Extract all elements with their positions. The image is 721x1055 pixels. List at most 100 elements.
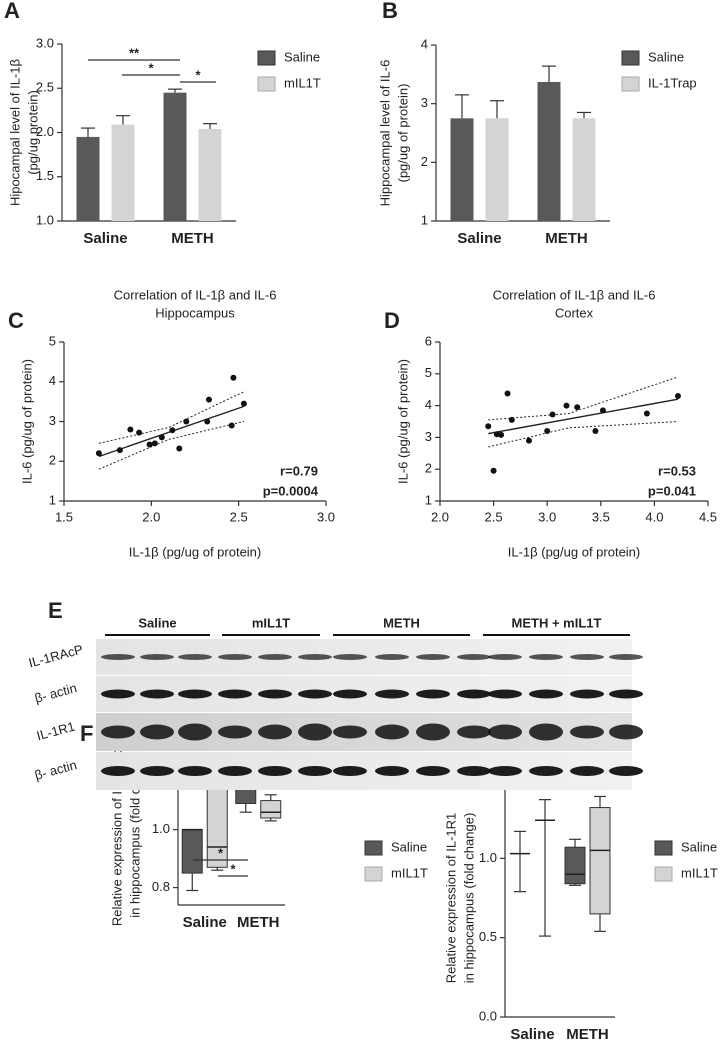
blot-band	[570, 766, 604, 776]
x-tick-label: Saline	[457, 230, 501, 247]
lane-group-label: mIL1T	[252, 615, 290, 630]
point	[169, 427, 176, 434]
point	[592, 428, 599, 435]
panel-letter: A	[4, 0, 20, 23]
x-tick-label: Saline	[510, 1026, 554, 1043]
x-tick-label: 3.0	[317, 509, 335, 524]
blot-band	[333, 654, 367, 660]
blot-band	[609, 724, 643, 740]
blot-band	[298, 654, 332, 660]
box	[589, 807, 611, 915]
legend-swatch	[364, 866, 383, 882]
blot-row-label: β- actin	[33, 680, 78, 706]
point	[563, 402, 570, 409]
blot-band	[457, 654, 491, 660]
blot-band	[416, 766, 450, 776]
x-axis-label: IL-1β (pg/ug of protein)	[129, 544, 262, 559]
legend-label: Saline	[284, 49, 320, 64]
point	[230, 374, 237, 381]
y-tick-label: 0.5	[479, 929, 497, 944]
legend-label: mIL1T	[391, 865, 428, 880]
x-tick-label: Saline	[83, 230, 127, 247]
chart-title: Correlation of IL-1β and IL-6	[493, 287, 656, 302]
y-tick-label: 4	[421, 36, 428, 51]
point	[643, 410, 650, 417]
bar	[111, 124, 135, 221]
blot-band	[140, 689, 174, 699]
y-tick-label: 4	[425, 397, 432, 412]
point	[183, 418, 190, 425]
blot-band	[488, 654, 522, 660]
y-tick-label: 2	[49, 453, 56, 468]
blot-band	[333, 725, 367, 739]
y-tick-label: 3	[421, 95, 428, 110]
y-tick-label: 1.0	[36, 212, 54, 227]
legend-swatch	[257, 50, 276, 66]
blot-band	[298, 723, 332, 741]
blot-row-label: β- actin	[33, 757, 78, 783]
blot-band	[529, 689, 563, 699]
blot-band	[101, 725, 135, 739]
point	[136, 429, 143, 436]
x-tick-label: 4.5	[699, 509, 717, 524]
blot-band	[375, 654, 409, 660]
stat-label: p=0.041	[648, 483, 696, 498]
blot-band	[488, 689, 522, 699]
blot-band	[457, 725, 491, 739]
blot-band	[178, 723, 212, 741]
point	[525, 437, 532, 444]
y-tick-label: 0.8	[152, 879, 170, 894]
legend-label: Saline	[391, 839, 427, 854]
y-tick-label: 1.0	[152, 821, 170, 836]
y-tick-label: 3	[425, 429, 432, 444]
y-tick-label: 1	[425, 492, 432, 507]
point	[228, 422, 235, 429]
blot-band	[457, 689, 491, 699]
y-axis-label: in hippocampus (fold change)	[461, 813, 476, 984]
legend-swatch	[621, 76, 640, 92]
lane-group-label: METH	[383, 615, 420, 630]
y-axis-label: Relative expression of IL-1R1	[443, 813, 458, 984]
y-axis-label: Hipocampal level of IL-1β	[7, 59, 22, 206]
blot-band	[529, 723, 563, 741]
y-tick-label: 3	[49, 413, 56, 428]
y-tick-label: 1.5	[36, 168, 54, 183]
blot-band	[178, 654, 212, 660]
x-tick-label: 3.0	[538, 509, 556, 524]
blot-band	[375, 766, 409, 776]
blot-band	[570, 689, 604, 699]
blot-band	[416, 689, 450, 699]
y-tick-label: 5	[49, 333, 56, 348]
box	[564, 846, 586, 885]
blot-band	[140, 654, 174, 660]
y-tick-label: 4	[49, 373, 56, 388]
y-tick-label: 1	[49, 492, 56, 507]
fit-line	[488, 398, 679, 435]
point	[95, 450, 102, 457]
legend-swatch	[654, 840, 673, 856]
y-tick-label: 5	[425, 365, 432, 380]
legend-label: Saline	[648, 49, 684, 64]
blot-band	[375, 689, 409, 699]
blot-band	[570, 654, 604, 660]
ci-upper	[98, 391, 245, 444]
y-axis-label: IL-6 (pg/ug of protein)	[19, 359, 34, 484]
x-tick-label: 2.5	[485, 509, 503, 524]
blot-row-label: IL-1RAcP	[27, 642, 85, 671]
point	[151, 440, 158, 447]
blot-band	[178, 766, 212, 776]
panel-letter: B	[382, 0, 398, 23]
legend-label: mIL1T	[681, 865, 718, 880]
y-axis-label: (pg/ug of protein)	[395, 83, 410, 182]
blot-band	[416, 723, 450, 741]
point	[204, 418, 211, 425]
blot-band	[609, 689, 643, 699]
blot-band	[101, 766, 135, 776]
x-tick-label: 2.0	[431, 509, 449, 524]
y-tick-label: 1	[421, 212, 428, 227]
blot-band	[218, 654, 252, 660]
box	[181, 829, 203, 874]
blot-band	[609, 654, 643, 660]
blot-band	[488, 766, 522, 776]
